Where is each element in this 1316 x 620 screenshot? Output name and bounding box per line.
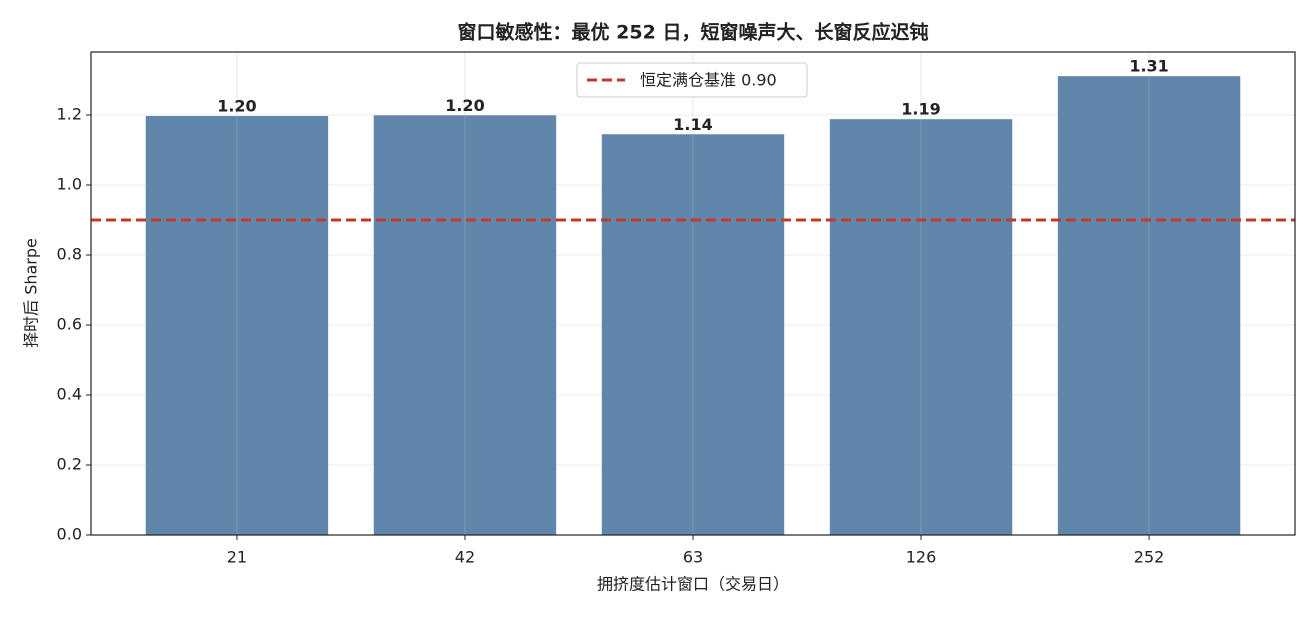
x-tick-label: 21: [227, 548, 247, 567]
bar: [373, 115, 557, 535]
bar: [829, 119, 1013, 535]
y-tick-label: 0.4: [57, 385, 82, 404]
y-tick-label: 0.6: [57, 315, 82, 334]
x-tick-label: 42: [455, 548, 475, 567]
legend-label: 恒定满仓基准 0.90: [640, 71, 777, 90]
chart-title: 窗口敏感性：最优 252 日，短窗噪声大、长窗反应迟钝: [458, 21, 929, 44]
bar: [145, 116, 329, 536]
value-label: 1.31: [1129, 57, 1168, 76]
y-tick-label: 1.0: [57, 175, 82, 194]
x-tick-label: 252: [1134, 548, 1165, 567]
bar: [1057, 76, 1241, 536]
x-tick-label: 126: [906, 548, 937, 567]
x-axis-label: 拥挤度估计窗口（交易日）: [597, 575, 789, 594]
y-axis-label: 择时后 Sharpe: [22, 238, 41, 348]
value-label: 1.14: [673, 115, 712, 134]
y-tick-label: 1.2: [57, 105, 82, 124]
y-tick-label: 0.0: [57, 525, 82, 544]
value-label: 1.19: [901, 100, 940, 119]
y-tick-label: 0.2: [57, 455, 82, 474]
value-label: 1.20: [217, 97, 256, 116]
x-tick-label: 63: [683, 548, 703, 567]
legend-box: [576, 62, 808, 98]
bar: [601, 134, 785, 535]
axes-frame: [90, 51, 1296, 536]
value-label: 1.20: [445, 96, 484, 115]
y-tick-label: 0.8: [57, 245, 82, 264]
